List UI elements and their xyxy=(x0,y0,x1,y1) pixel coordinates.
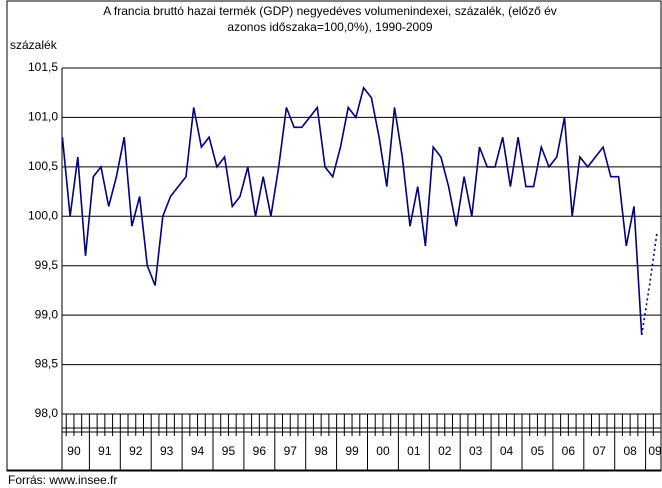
x-tick-label: 97 xyxy=(284,444,298,458)
x-tick-label: 91 xyxy=(98,444,112,458)
y-axis-label: százalék xyxy=(10,38,58,52)
x-tick-label: 95 xyxy=(222,444,236,458)
x-tick-label: 90 xyxy=(67,444,81,458)
x-tick-label: 06 xyxy=(562,444,576,458)
y-tick-label: 100,0 xyxy=(28,208,58,222)
x-tick-label: 96 xyxy=(253,444,267,458)
x-tick-label: 08 xyxy=(623,444,637,458)
y-tick-label: 101,5 xyxy=(28,60,58,74)
x-tick-label: 02 xyxy=(438,444,452,458)
x-tick-label: 99 xyxy=(345,444,359,458)
y-tick-label: 98,5 xyxy=(35,357,59,371)
x-tick-label: 03 xyxy=(469,444,483,458)
x-tick-label: 01 xyxy=(407,444,421,458)
x-tick-label: 94 xyxy=(191,444,205,458)
x-tick-label: 09 xyxy=(648,444,662,458)
chart-title: azonos időszaka=100,0%), 1990-2009 xyxy=(227,20,432,34)
x-tick-label: 05 xyxy=(531,444,545,458)
frame xyxy=(6,0,662,472)
x-tick-label: 98 xyxy=(314,444,328,458)
data-line xyxy=(640,230,658,336)
x-tick-label: 04 xyxy=(500,444,514,458)
y-tick-label: 99,5 xyxy=(35,258,59,272)
x-tick-label: 92 xyxy=(129,444,143,458)
y-tick-label: 99,0 xyxy=(35,307,59,321)
data-line xyxy=(61,86,643,335)
y-tick-label: 101,0 xyxy=(28,110,58,124)
y-tick-label: 100,5 xyxy=(28,159,58,173)
x-tick-label: 07 xyxy=(593,444,607,458)
y-tick-label: 98,0 xyxy=(35,406,59,420)
chart-title: A francia bruttó hazai termék (GDP) negy… xyxy=(103,4,557,18)
x-tick-label: 93 xyxy=(160,444,174,458)
source: Forrás: www.insee.fr xyxy=(8,473,117,487)
x-tick-label: 00 xyxy=(376,444,390,458)
